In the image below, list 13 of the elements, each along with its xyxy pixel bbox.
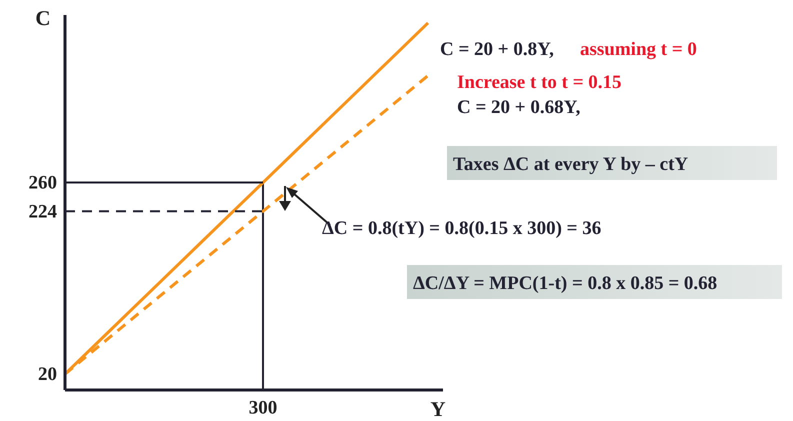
y-axis-title: C (35, 6, 51, 30)
text: assuming t = 0 (580, 39, 697, 60)
text: Taxes ΔC at every Y by – ctY (453, 154, 688, 175)
y-tick-label: 20 (38, 364, 57, 386)
annotation: C = 20 + 0.8Y, (440, 39, 554, 60)
text: Increase t to t = 0.15 (457, 72, 622, 93)
annotation: ΔC/ΔY = MPC(1-t) = 0.8 x 0.85 = 0.68 (413, 273, 718, 294)
annotation: ΔC = 0.8(tY) = 0.8(0.15 x 300) = 36 (322, 218, 602, 239)
y-tick-label: 260 (28, 172, 57, 194)
x-tick-label: 300 (248, 397, 278, 418)
y-tick-label: 224 (28, 201, 58, 222)
text: C = 20 + 0.68Y, (457, 97, 581, 118)
x-axis-title: Y (430, 397, 446, 421)
